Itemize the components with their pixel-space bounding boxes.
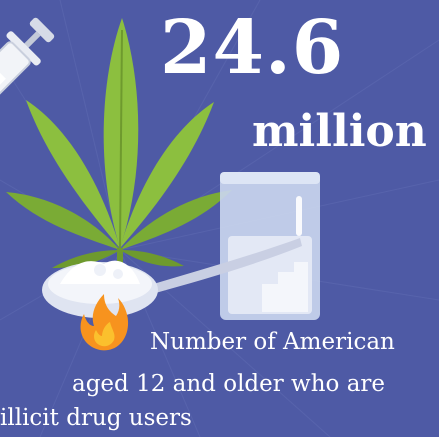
caption-line-2: aged 12 and older who are xyxy=(72,371,386,397)
stat-value: 24.6 xyxy=(160,5,345,91)
cannabis-leaf-icon xyxy=(6,18,232,274)
powder-bag-icon xyxy=(220,172,320,320)
stat-unit: million xyxy=(252,106,427,157)
flame-icon xyxy=(80,294,129,351)
caption-line-3: illicit drug users xyxy=(0,405,192,431)
spoon-icon xyxy=(42,238,302,318)
caption-line-1: Number of American xyxy=(150,329,395,355)
syringe-icon xyxy=(0,17,55,145)
